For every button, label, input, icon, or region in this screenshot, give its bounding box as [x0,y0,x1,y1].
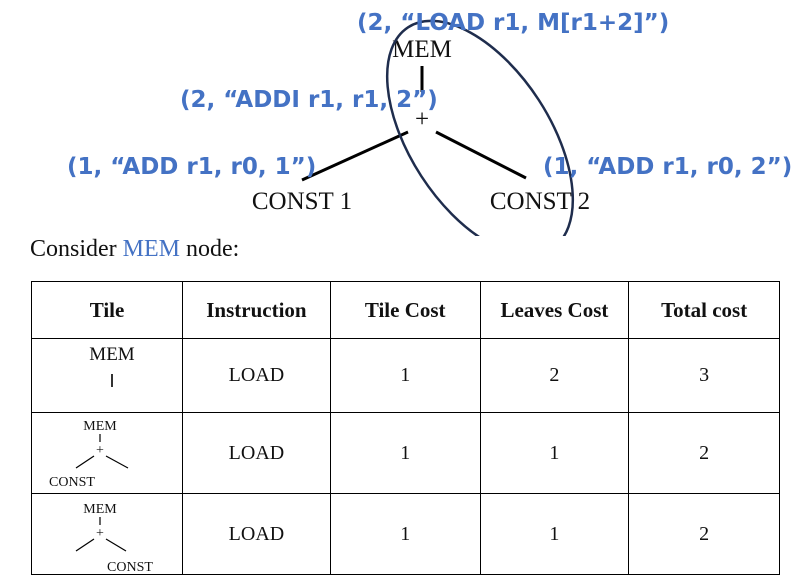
annotation-const-2: (1, “ADD r1, r0, 2”) [543,154,792,180]
node-mem: MEM [392,36,452,63]
header-leaves-cost: Leaves Cost [479,281,630,339]
annotation-const-1: (1, “ADD r1, r0, 1”) [67,154,316,180]
cost-table: Tile Instruction Tile Cost Leaves Cost T… [31,281,780,575]
caption-suffix: node: [180,236,240,262]
caption-highlight: MEM [122,236,181,262]
header-total-cost: Total cost [628,281,780,339]
node-const-2: CONST 2 [490,188,590,215]
tile-diagram-mem-plus-right-const: MEM + CONST [75,502,153,573]
leaves-cost-cell: 1 [479,412,630,494]
header-instruction: Instruction [182,281,331,339]
instruction-cell: LOAD [182,412,331,494]
table-row: MEM LOAD 1 2 3 [31,338,780,413]
tile-cell: MEM + CONST [31,493,183,575]
tile-cell: MEM + CONST [31,412,183,494]
tile-mem-label: MEM [89,344,135,365]
annotation-mem: (2, “LOAD r1, M[r1+2]”) [357,10,669,36]
tile-cost-cell: 1 [329,493,481,575]
tile-edge-left [75,538,95,552]
tile-edge-right [105,455,129,469]
tile-const-label: CONST [107,560,153,573]
tile-cost-cell: 1 [329,412,481,494]
tile-edge-left [75,455,95,469]
table-row: MEM + CONST LOAD 1 1 2 [31,493,780,575]
node-plus: + [415,106,429,133]
tile-cost-cell: 1 [329,338,481,413]
tile-const-label: CONST [49,475,95,490]
instruction-cell: LOAD [182,493,331,575]
tree-diagram: MEM + CONST 1 CONST 2 (2, “LOAD r1, M[r1… [67,10,792,236]
leaves-cost-cell: 1 [479,493,630,575]
tile-ellipse [385,19,575,236]
header-tile: Tile [31,281,183,339]
tile-mem-label: MEM [83,502,117,517]
instruction-cell: LOAD [182,338,331,413]
caption: Consider MEM node: [30,236,239,263]
tile-mem-label: MEM [83,419,117,434]
header-tile-cost: Tile Cost [329,281,481,339]
tile-plus-label: + [96,526,104,541]
total-cost-cell: 2 [628,412,780,494]
tile-cell: MEM [31,338,183,413]
header-row: Tile Instruction Tile Cost Leaves Cost T… [31,281,780,339]
table-row: MEM + CONST LOAD 1 1 2 [31,412,780,494]
edge-plus-right [435,130,527,180]
caption-prefix: Consider [30,236,123,262]
edge-plus-left [301,130,409,182]
annotation-plus: (2, “ADDI r1, r1, 2”) [180,87,438,113]
tile-plus-label: + [96,443,104,458]
total-cost-cell: 3 [628,338,780,413]
leaves-cost-cell: 2 [479,338,630,413]
tile-diagram-mem-plus-left-const: MEM + CONST [49,419,129,490]
node-const-1: CONST 1 [252,188,352,215]
tile-edge-right [105,538,127,552]
tile-diagram-mem: MEM [89,344,135,387]
total-cost-cell: 2 [628,493,780,575]
